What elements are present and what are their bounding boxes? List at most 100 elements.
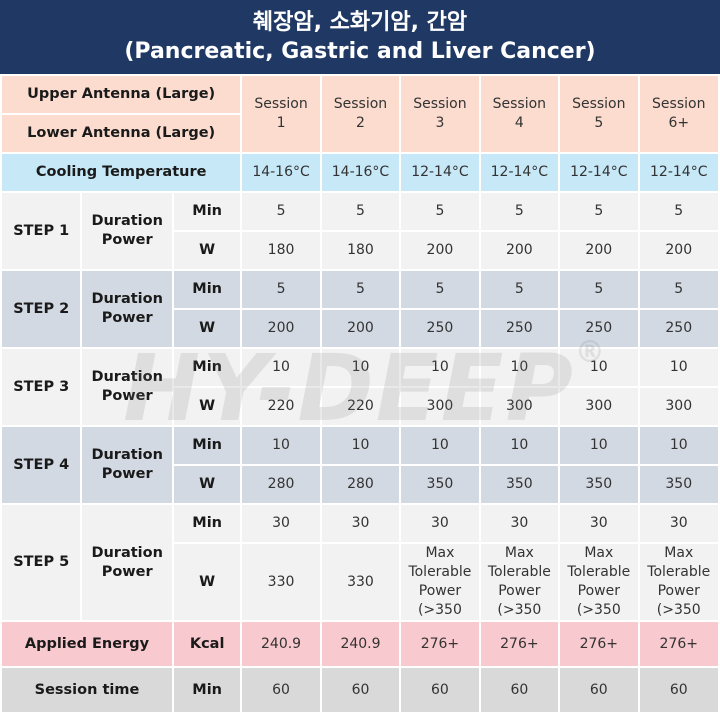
energy-value: 276+ [401, 622, 479, 666]
duration-value: 30 [321, 505, 400, 542]
duration-power-label: Duration Power [82, 193, 172, 269]
power-value: 250 [639, 310, 718, 347]
duration-value: 10 [242, 427, 320, 464]
power-value: 280 [242, 466, 320, 503]
power-value: 250 [401, 310, 479, 347]
table-row: Applied Energy Kcal 240.9 240.9 276+ 276+ 276+… [2, 622, 718, 666]
applied-energy-label: Applied Energy [2, 622, 172, 666]
table-row: W 280 280 350 350 350 350 [2, 466, 718, 503]
power-value: 280 [321, 466, 400, 503]
power-value: Max Tolerable Power (>350 [480, 544, 559, 620]
session-number: 2 [356, 115, 365, 131]
table-row: STEP 1 Duration Power Min 5 5 5 5 5 5 [2, 193, 718, 269]
session-label: Session [333, 96, 388, 112]
step-name: STEP 4 [2, 427, 81, 503]
unit-w: W [173, 466, 241, 503]
duration-value: 5 [560, 271, 638, 308]
duration-value: 10 [321, 349, 400, 386]
session-number: 6+ [668, 115, 690, 131]
step-name: STEP 1 [2, 193, 81, 269]
cooling-temperature-label: Cooling Temperature [2, 154, 241, 191]
power-value: 180 [321, 232, 400, 269]
table-row: STEP 2 Duration Power Min 5 5 5 5 5 5 [2, 271, 718, 347]
duration-value: 5 [480, 193, 559, 230]
protocol-table: Upper Antenna (Large) Session 1 Session 2 Ses… [0, 74, 720, 714]
energy-value: 276+ [560, 622, 638, 666]
table-row: Session time Min 60 60 60 60 60 60 [2, 668, 718, 712]
session-label: Session [492, 96, 547, 112]
session-header: Session 2 [321, 76, 400, 152]
step-name: STEP 2 [2, 271, 81, 347]
power-value: 200 [560, 232, 638, 269]
power-value: 350 [639, 466, 718, 503]
power-label: Power [101, 466, 153, 482]
power-label: Power [101, 388, 153, 404]
step-name: STEP 5 [2, 505, 81, 620]
cooling-value: 12-14°C [401, 154, 479, 191]
power-value: 220 [321, 388, 400, 425]
duration-value: 5 [321, 193, 400, 230]
table-row: Lower Antenna (Large) [2, 115, 718, 152]
table-row: W 180 180 200 200 200 200 [2, 232, 718, 269]
power-value: 350 [480, 466, 559, 503]
duration-value: 30 [401, 505, 479, 542]
duration-value: 10 [242, 349, 320, 386]
duration-value: 10 [480, 349, 559, 386]
duration-value: 10 [560, 349, 638, 386]
duration-value: 30 [242, 505, 320, 542]
power-value: 200 [639, 232, 718, 269]
duration-value: 5 [321, 271, 400, 308]
power-value: 220 [242, 388, 320, 425]
unit-min: Min [173, 349, 241, 386]
session-time-value: 60 [242, 668, 320, 712]
unit-min: Min [173, 505, 241, 542]
power-value: 300 [480, 388, 559, 425]
session-header: Session 4 [480, 76, 559, 152]
duration-value: 5 [401, 193, 479, 230]
cooling-value: 14-16°C [321, 154, 400, 191]
duration-value: 30 [560, 505, 638, 542]
power-value: 250 [480, 310, 559, 347]
session-number: 5 [594, 115, 604, 131]
power-value: 350 [401, 466, 479, 503]
power-value: 330 [242, 544, 320, 620]
power-value: 300 [401, 388, 479, 425]
power-label: Power [101, 563, 153, 580]
duration-value: 5 [639, 193, 718, 230]
duration-label: Duration [91, 213, 163, 229]
power-value: 250 [560, 310, 638, 347]
power-value: 200 [242, 310, 320, 347]
power-value: 180 [242, 232, 320, 269]
unit-kcal: Kcal [173, 622, 241, 666]
session-time-label: Session time [2, 668, 172, 712]
title-english: (Pancreatic, Gastric and Liver Cancer) [124, 39, 596, 64]
unit-min: Min [173, 271, 241, 308]
session-header: Session 5 [560, 76, 638, 152]
session-time-value: 60 [401, 668, 479, 712]
session-header: Session 3 [401, 76, 479, 152]
power-label: Power [101, 232, 153, 248]
power-value: 200 [401, 232, 479, 269]
duration-value: 5 [242, 271, 320, 308]
upper-antenna-label: Upper Antenna (Large) [2, 76, 241, 113]
table-row: W 330 330 Max Tolerable Power (>350 Max Tole… [2, 544, 718, 620]
session-label: Session [572, 96, 626, 112]
duration-value: 10 [321, 427, 400, 464]
power-value: 300 [560, 388, 638, 425]
duration-power-label: Duration Power [82, 349, 172, 425]
duration-value: 10 [560, 427, 638, 464]
unit-w: W [173, 232, 241, 269]
table-row: Cooling Temperature 14-16°C 14-16°C 12-14°C… [2, 154, 718, 191]
energy-value: 240.9 [321, 622, 400, 666]
unit-w: W [173, 310, 241, 347]
session-header: Session 6+ [639, 76, 718, 152]
title-korean: 췌장암, 소화기암, 간암 [252, 10, 468, 35]
session-time-value: 60 [639, 668, 718, 712]
power-value: 300 [639, 388, 718, 425]
lower-antenna-label: Lower Antenna (Large) [2, 115, 241, 152]
table-row: STEP 3 Duration Power Min 10 10 10 10 10 10 [2, 349, 718, 425]
duration-value: 10 [401, 427, 479, 464]
cooling-value: 12-14°C [480, 154, 559, 191]
power-value: Max Tolerable Power (>350 [639, 544, 718, 620]
session-number: 4 [514, 115, 524, 131]
